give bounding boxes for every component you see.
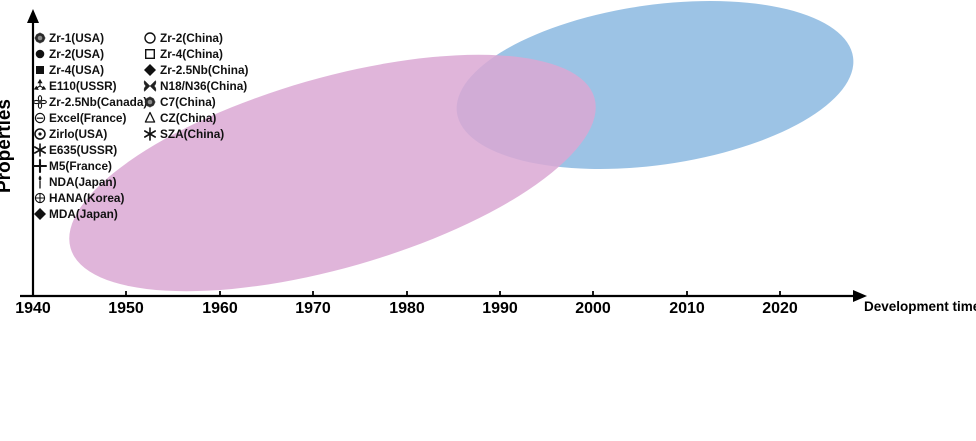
svg-text:Zr-2(China): Zr-2(China): [160, 31, 223, 45]
svg-text:Zirlo(USA): Zirlo(USA): [49, 127, 107, 141]
svg-text:Excel(France): Excel(France): [49, 111, 126, 125]
svg-text:N18/N36(China): N18/N36(China): [160, 79, 247, 93]
svg-text:MDA(Japan): MDA(Japan): [49, 207, 118, 221]
svg-text:Zr-4(USA): Zr-4(USA): [49, 63, 104, 77]
svg-text:C7(China): C7(China): [160, 95, 216, 109]
svg-text:Zr-2.5Nb(China): Zr-2.5Nb(China): [160, 63, 249, 77]
svg-text:E110(USSR): E110(USSR): [49, 79, 117, 93]
svg-text:M5(France): M5(France): [49, 159, 112, 173]
svg-text:CZ(China): CZ(China): [160, 111, 216, 125]
svg-text:Zr-2.5Nb(Canada): Zr-2.5Nb(Canada): [49, 95, 147, 109]
svg-text:HANA(Korea): HANA(Korea): [49, 191, 124, 205]
svg-text:SZA(China): SZA(China): [160, 127, 224, 141]
svg-text:Zr-2(USA): Zr-2(USA): [49, 47, 104, 61]
svg-text:E635(USSR): E635(USSR): [49, 143, 117, 157]
svg-text:NDA(Japan): NDA(Japan): [49, 175, 117, 189]
svg-text:Zr-4(China): Zr-4(China): [160, 47, 223, 61]
svg-text:Zr-1(USA): Zr-1(USA): [49, 31, 104, 45]
